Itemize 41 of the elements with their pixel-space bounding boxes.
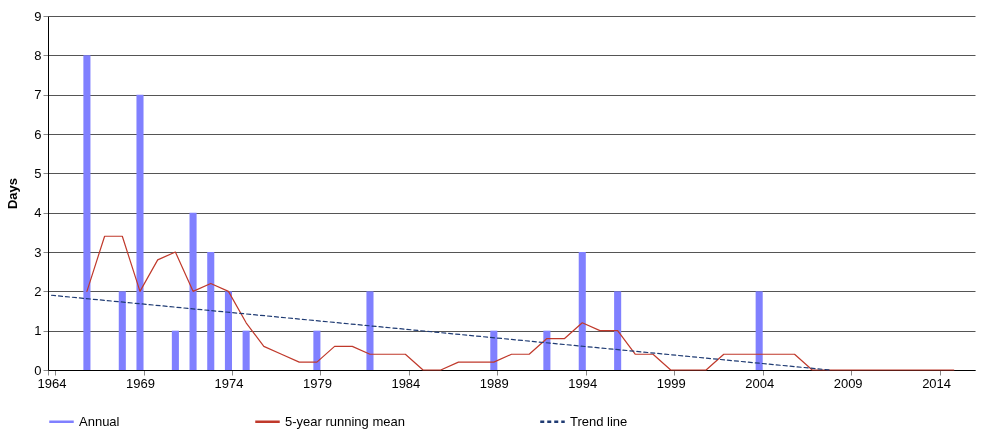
- x-tick-label: 1964: [37, 375, 67, 391]
- bar: [490, 330, 498, 370]
- bar: [313, 330, 321, 370]
- x-tick-label: 1984: [391, 375, 421, 391]
- bar: [189, 212, 197, 370]
- y-tick-label: 1: [34, 323, 42, 339]
- legend-label: Trend line: [570, 413, 628, 429]
- bar: [366, 291, 374, 370]
- legend-label: Annual: [79, 413, 120, 429]
- x-tick-label: 1989: [479, 375, 509, 391]
- bar: [578, 252, 586, 370]
- y-tick-label: 9: [34, 8, 42, 24]
- line-series: [86, 235, 955, 371]
- x-tick-label: 1974: [214, 375, 244, 391]
- y-tick-label: 8: [34, 47, 42, 63]
- bar: [118, 291, 126, 370]
- y-tick-label: 4: [34, 205, 42, 221]
- x-tick-label: 2009: [833, 375, 863, 391]
- x-tick-label: 2004: [745, 375, 775, 391]
- y-tick-label: 2: [34, 283, 42, 299]
- x-tick-label: 1994: [568, 375, 598, 391]
- y-tick-label: 3: [34, 244, 42, 260]
- bar: [614, 291, 622, 370]
- y-tick-label: 7: [34, 87, 42, 103]
- x-tick-label: 2014: [922, 375, 952, 391]
- bar: [755, 291, 763, 370]
- y-tick-label: 6: [34, 126, 42, 142]
- x-tick-label: 1979: [302, 375, 332, 391]
- x-tick-label: 1969: [126, 375, 155, 391]
- bar: [136, 94, 144, 370]
- bar: [242, 330, 250, 370]
- bar: [171, 330, 179, 370]
- y-tick-label: 5: [34, 165, 42, 181]
- bar: [543, 330, 551, 370]
- bar: [224, 291, 232, 370]
- x-tick-label: 1999: [656, 375, 686, 391]
- legend-label: 5-year running mean: [285, 413, 405, 429]
- y-tick-label: 0: [34, 362, 42, 378]
- bar: [207, 252, 215, 370]
- bar: [83, 55, 91, 370]
- y-axis-title: Days: [5, 177, 21, 210]
